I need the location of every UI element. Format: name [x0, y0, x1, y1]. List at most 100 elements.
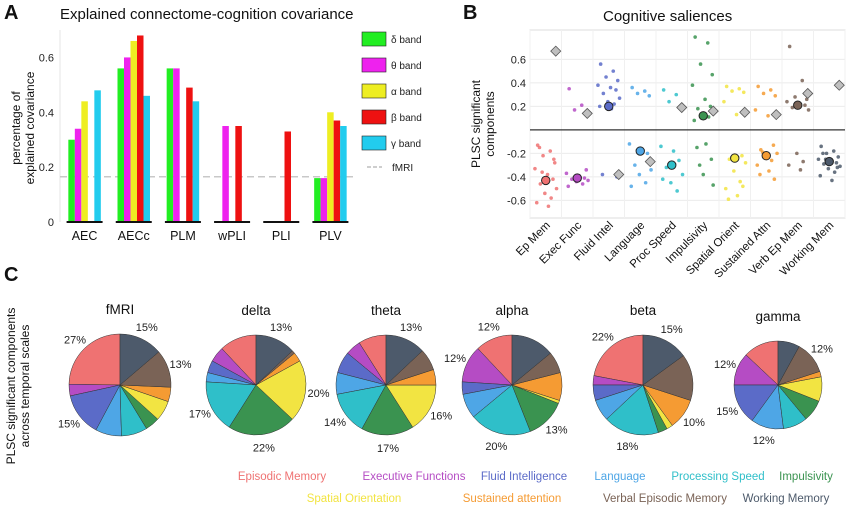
data-point — [734, 112, 739, 117]
legend-label: θ band — [391, 61, 422, 72]
mean-marker — [572, 173, 582, 183]
pie-slice — [255, 360, 307, 420]
y-tick-label: 0.6 — [39, 52, 54, 64]
data-point — [614, 88, 618, 92]
fmri-diamond — [802, 87, 814, 100]
pie-chart: gamma 12% 15% 12% 12% — [714, 309, 833, 447]
data-point — [772, 177, 777, 182]
data-point — [831, 149, 836, 153]
pie-slice — [385, 334, 423, 386]
pie-chart: theta 14% 17% 16% 13% — [324, 303, 452, 455]
pie-slice — [777, 340, 800, 386]
data-point — [604, 75, 608, 79]
pie-title: delta — [241, 303, 271, 318]
data-point — [758, 172, 762, 177]
data-point — [552, 157, 556, 162]
bar — [130, 40, 137, 222]
mean-marker — [761, 151, 771, 161]
pie-percent-label: 12% — [478, 321, 500, 333]
data-point — [806, 108, 811, 112]
data-point — [584, 168, 589, 172]
data-point — [798, 168, 803, 172]
data-point — [566, 184, 571, 189]
data-point — [669, 180, 673, 185]
data-point — [541, 153, 545, 158]
data-point — [787, 44, 792, 49]
data-point — [564, 171, 569, 176]
data-point — [761, 91, 766, 96]
pie-percent-label: 12% — [753, 435, 775, 447]
data-point — [674, 92, 679, 97]
bar-chart-a: 0 0.2 0.4 0.6 AEC AECc PLM wPLI PLI PLV δ band θ ba… — [39, 30, 422, 243]
data-point — [659, 144, 663, 149]
mean-marker — [824, 156, 834, 167]
data-point — [548, 149, 553, 153]
legend-label: Language — [594, 471, 645, 483]
pie-chart: alpha 12% 12% 20% 13% — [444, 303, 568, 453]
bar — [81, 101, 88, 222]
legend-swatch — [361, 109, 387, 125]
legend-swatch — [361, 135, 387, 151]
pie-percent-label: 27% — [64, 334, 86, 346]
fmri-diamond — [644, 156, 656, 168]
data-point — [695, 145, 699, 150]
legend-label: Working Memory — [743, 493, 830, 505]
data-point — [743, 160, 748, 165]
pie-percent-label: 15% — [58, 419, 80, 431]
data-point — [533, 166, 537, 171]
bar — [166, 68, 174, 223]
data-point — [824, 151, 829, 156]
data-point — [730, 89, 734, 93]
data-point — [704, 142, 708, 146]
bar — [340, 126, 347, 222]
mean-marker — [793, 100, 803, 110]
data-point — [675, 189, 679, 193]
data-point — [596, 83, 600, 88]
data-point — [705, 41, 710, 45]
x-tick-label: PLM — [170, 229, 196, 243]
data-point — [832, 170, 837, 174]
x-tick-label: PLV — [319, 229, 342, 243]
legend-label: δ band — [391, 35, 422, 46]
data-point — [793, 95, 797, 99]
legend-label: fMRI — [392, 163, 413, 174]
data-point — [741, 184, 745, 189]
bar — [68, 139, 75, 222]
data-point — [677, 158, 681, 163]
data-point — [773, 94, 778, 98]
data-point — [572, 108, 577, 112]
data-point — [830, 178, 834, 183]
y-tick-label: -0.4 — [507, 172, 526, 184]
panel-a-title: Explained connectome-cognition covarianc… — [60, 6, 354, 23]
pie-title: alpha — [495, 303, 529, 318]
y-tick-label: 0 — [48, 217, 54, 229]
data-point — [755, 163, 760, 167]
legend-label: Episodic Memory — [238, 471, 326, 483]
data-point — [766, 113, 770, 118]
data-point — [629, 184, 634, 189]
legend-swatch — [361, 83, 387, 99]
bar — [137, 35, 144, 222]
y-tick-label: -0.6 — [507, 195, 526, 207]
data-point — [818, 173, 823, 178]
y-tick-label: 0.2 — [511, 101, 526, 113]
pie-slice — [255, 334, 293, 386]
data-point — [834, 160, 839, 165]
mean-marker — [604, 101, 614, 112]
data-point — [790, 105, 795, 110]
data-point — [649, 168, 653, 172]
bar — [320, 178, 328, 222]
y-tick-label: -0.2 — [507, 148, 526, 160]
data-point — [627, 142, 632, 146]
x-tick-label: AEC — [72, 229, 98, 243]
mean-marker — [698, 111, 708, 121]
data-point — [785, 99, 789, 104]
mean-marker — [541, 175, 551, 186]
pie-title: theta — [371, 303, 402, 318]
data-point — [608, 85, 613, 90]
pie-percent-label: 15% — [716, 406, 738, 418]
data-point — [737, 86, 742, 91]
pie-percent-label: 13% — [270, 322, 292, 334]
data-point — [838, 164, 842, 169]
data-point — [771, 143, 776, 147]
